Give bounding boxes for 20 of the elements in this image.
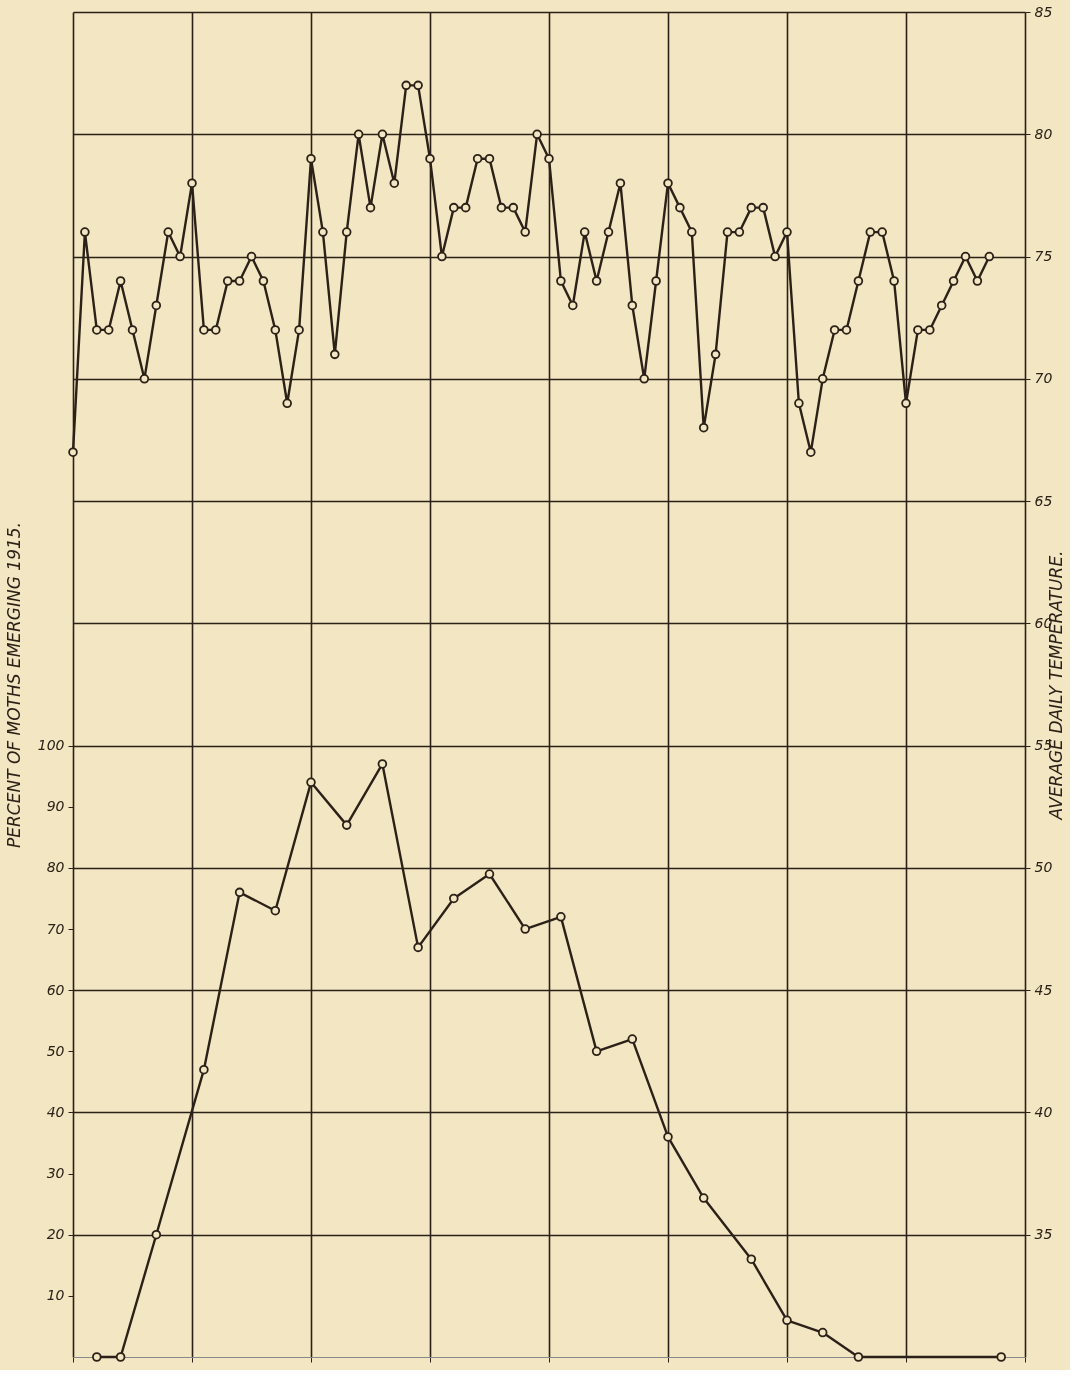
y-tick-label: 100 bbox=[37, 737, 65, 754]
y2-tick-label: 70 bbox=[1034, 370, 1053, 387]
y-tick-label: 10 bbox=[46, 1287, 65, 1304]
y-tick-label: 80 bbox=[46, 859, 65, 876]
y2-tick-label: 80 bbox=[1034, 125, 1053, 142]
y2-tick-label: 45 bbox=[1034, 981, 1053, 998]
y-tick-label: 50 bbox=[46, 1042, 65, 1059]
y-axis-title: PERCENT OF MOTHS EMERGING 1915. bbox=[3, 521, 24, 849]
y-tick-label: 30 bbox=[46, 1165, 65, 1182]
y-tick-label: 90 bbox=[46, 798, 65, 815]
y2-tick-label: 35 bbox=[1034, 1226, 1053, 1243]
y2-tick-label: 65 bbox=[1034, 492, 1053, 509]
y2-tick-label: 75 bbox=[1034, 248, 1053, 265]
y-tick-label: 40 bbox=[46, 1103, 65, 1120]
y-tick-label: 70 bbox=[46, 920, 65, 937]
y-tick-label: 60 bbox=[46, 981, 65, 998]
y-tick-label: 20 bbox=[46, 1226, 65, 1243]
y2-tick-label: 85 bbox=[1034, 3, 1053, 20]
y2-tick-label: 50 bbox=[1034, 859, 1053, 876]
y2-tick-label: 40 bbox=[1034, 1103, 1053, 1120]
